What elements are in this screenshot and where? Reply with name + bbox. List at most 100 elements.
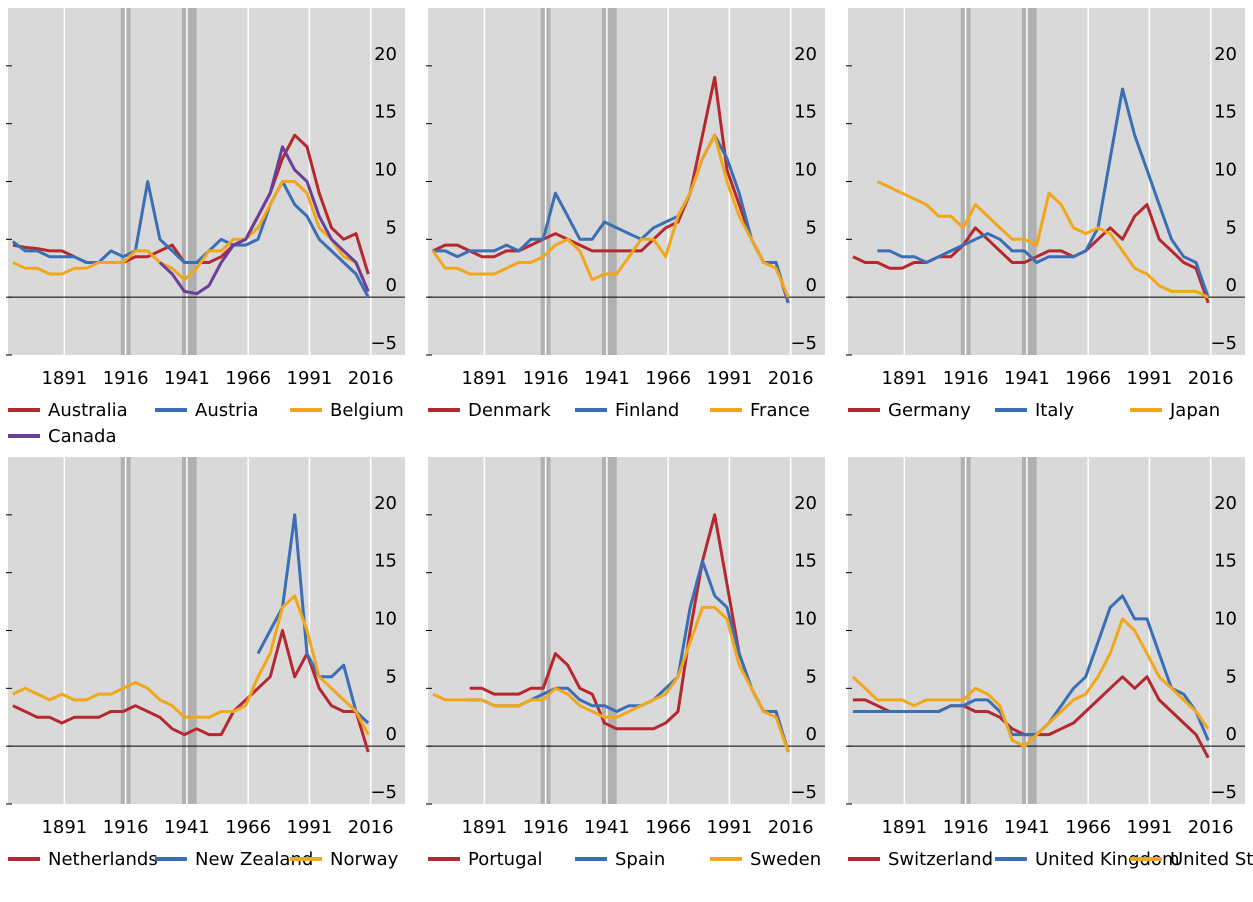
shaded-period	[1021, 457, 1037, 804]
x-tick-label: 1966	[645, 817, 691, 838]
series-line	[12, 594, 370, 736]
panel: 1891 1916 1941 1966 1991 2016 −5 0 5 10 15 20 Portug…	[426, 457, 825, 870]
x-tick-label: 1966	[1065, 368, 1111, 389]
y-tick-label: 15	[1214, 551, 1237, 572]
legend-label: Finland	[615, 400, 679, 421]
legend-label: Sweden	[750, 849, 821, 870]
y-tick-label: 5	[1226, 217, 1237, 238]
legend-label: Canada	[48, 426, 117, 447]
x-tick-label: 1966	[225, 368, 271, 389]
y-tick-label: 20	[374, 493, 397, 514]
series-line	[431, 133, 790, 298]
x-tick-label: 1991	[287, 368, 333, 389]
y-tick-label: 0	[806, 275, 817, 296]
x-tick-label: 1891	[461, 368, 507, 389]
legend-label: Germany	[888, 400, 971, 421]
y-tick-label: 0	[806, 724, 817, 745]
series-line	[469, 513, 790, 753]
series-line	[852, 594, 1210, 741]
x-tick-label: 2016	[348, 368, 394, 389]
legend-label: Australia	[48, 400, 128, 421]
legend-label: United Kingdom	[1035, 849, 1179, 870]
series-line	[851, 617, 1210, 748]
y-tick-label: 20	[1214, 493, 1237, 514]
legend-label: Portugal	[468, 849, 543, 870]
y-tick-label: 5	[386, 666, 397, 687]
y-tick-label: 20	[1214, 44, 1237, 65]
legend-label: Norway	[330, 849, 399, 870]
y-tick-label: 10	[1214, 160, 1237, 181]
x-tick-label: 1991	[707, 817, 753, 838]
y-tick-label: 20	[794, 493, 817, 514]
y-tick-label: 5	[1226, 666, 1237, 687]
x-tick-label: 1891	[881, 817, 927, 838]
y-tick-label: 5	[806, 217, 817, 238]
y-tick-label: 10	[794, 160, 817, 181]
y-tick-label: 15	[374, 551, 397, 572]
series-line	[876, 180, 1209, 299]
plot-area	[428, 8, 825, 355]
y-tick-label: 0	[386, 724, 397, 745]
panel: 1891 1916 1941 1966 1991 2016 −5 0 5 10 15 20 Austra…	[6, 8, 405, 447]
legend-label: France	[750, 400, 810, 421]
x-tick-label: 1941	[584, 368, 630, 389]
y-tick-label: 5	[806, 666, 817, 687]
y-tick-label: 5	[386, 217, 397, 238]
legend-label: Denmark	[468, 400, 551, 421]
x-tick-label: 1891	[41, 368, 87, 389]
legend-label: United States	[1170, 849, 1253, 870]
y-tick-label: 0	[386, 275, 397, 296]
x-tick-label: 1941	[1004, 368, 1050, 389]
series-line	[432, 605, 790, 753]
panel: 1891 1916 1941 1966 1991 2016 −5 0 5 10 15 20 Switze…	[846, 457, 1253, 870]
legend-label: Netherlands	[48, 849, 158, 870]
panel: 1891 1916 1941 1966 1991 2016 −5 0 5 10 15 20 Denmar…	[426, 8, 825, 421]
x-tick-label: 1916	[943, 817, 989, 838]
x-tick-label: 1966	[225, 817, 271, 838]
shaded-period	[181, 8, 197, 355]
y-tick-label: 15	[374, 102, 397, 123]
series-line	[432, 133, 790, 304]
y-tick-label: 10	[1214, 609, 1237, 630]
x-tick-label: 1966	[1065, 817, 1111, 838]
series-line	[432, 75, 790, 304]
legend-label: New Zealand	[195, 849, 313, 870]
x-tick-label: 1991	[287, 817, 333, 838]
legend-label: Japan	[1169, 400, 1220, 421]
legend-label: Austria	[195, 400, 259, 421]
x-tick-label: 2016	[768, 368, 814, 389]
x-tick-label: 1966	[645, 368, 691, 389]
y-tick-label: 15	[1214, 102, 1237, 123]
series-line	[877, 87, 1210, 298]
y-tick-label: 20	[794, 44, 817, 65]
x-tick-label: 1991	[1127, 368, 1173, 389]
x-tick-label: 1891	[461, 817, 507, 838]
shaded-period	[181, 457, 197, 804]
x-tick-label: 1941	[164, 817, 210, 838]
series-line	[158, 145, 370, 296]
x-tick-label: 1941	[584, 817, 630, 838]
y-tick-label: 20	[374, 44, 397, 65]
x-tick-label: 1991	[1127, 817, 1173, 838]
series-line	[12, 180, 370, 292]
x-tick-label: 1916	[523, 817, 569, 838]
y-tick-label: 15	[794, 102, 817, 123]
shaded-period	[601, 8, 617, 355]
y-tick-label: 10	[374, 609, 397, 630]
x-tick-label: 2016	[1188, 368, 1234, 389]
y-tick-label: 0	[1226, 275, 1237, 296]
x-tick-label: 1916	[523, 368, 569, 389]
shaded-period	[1021, 8, 1037, 355]
x-tick-label: 2016	[768, 817, 814, 838]
y-tick-label: −5	[370, 333, 397, 354]
x-tick-label: 1891	[881, 368, 927, 389]
plot-area	[8, 8, 405, 355]
plot-area	[848, 8, 1245, 355]
legend-label: Italy	[1035, 400, 1074, 421]
y-tick-label: 0	[1226, 724, 1237, 745]
panel: 1891 1916 1941 1966 1991 2016 −5 0 5 10 15 20 Nether…	[6, 457, 405, 870]
x-tick-label: 1916	[103, 817, 149, 838]
legend-label: Belgium	[330, 400, 404, 421]
plot-area	[848, 457, 1245, 804]
y-tick-label: 10	[374, 160, 397, 181]
